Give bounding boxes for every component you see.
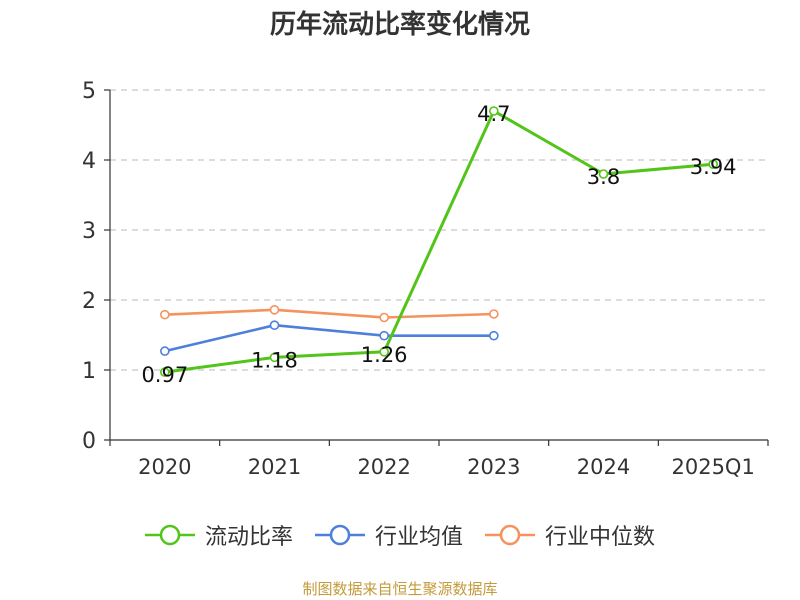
data-label: 3.8 (587, 165, 620, 189)
data-point (160, 309, 170, 320)
y-tick-label: 2 (82, 289, 96, 314)
data-point (489, 106, 499, 116)
legend-marker-icon (314, 524, 365, 546)
x-tick-label: 2022 (357, 455, 410, 479)
data-point (379, 312, 389, 323)
data-label: 0.97 (141, 363, 188, 387)
data-point (708, 159, 718, 169)
data-label: 1.26 (361, 343, 408, 367)
data-point (489, 309, 499, 319)
x-tick-label: 2020 (138, 455, 191, 479)
legend-label: 行业均值 (374, 525, 463, 550)
axes: 0 1 2 3 4 5 2020 2021 2022 2023 2024 2025Q1 (82, 79, 769, 479)
chart-title: 历年流动比率变化情况 (269, 10, 530, 40)
y-tick-label: 3 (82, 219, 96, 244)
data-point (269, 304, 280, 315)
y-tick-label: 1 (82, 359, 96, 384)
y-tick-label: 0 (82, 429, 96, 454)
data-label: 4.7 (477, 102, 510, 126)
series-lines (160, 106, 718, 377)
series-line (164, 323, 494, 353)
x-tick-label: 2025Q1 (671, 455, 754, 479)
legend-item[interactable]: 流动比率 (144, 519, 293, 551)
legend-item[interactable]: 行业均值 (314, 519, 463, 551)
data-label: 1.18 (251, 348, 298, 372)
data-point (160, 346, 170, 356)
data-point (379, 346, 389, 357)
data-point (379, 330, 389, 341)
series-line (164, 308, 494, 319)
data-point (598, 169, 609, 179)
legend-item[interactable]: 行业中位数 (485, 519, 655, 551)
legend: 流动比率 行业均值 行业中位数 (0, 519, 800, 551)
data-point (160, 367, 170, 377)
data-point (489, 330, 499, 341)
series-line (164, 109, 714, 374)
data-point (269, 320, 280, 331)
data-point (269, 352, 280, 363)
legend-label: 行业中位数 (545, 525, 656, 550)
y-tick-label: 4 (82, 149, 96, 174)
x-tick-label: 2023 (467, 455, 520, 479)
legend-marker-icon (485, 524, 535, 546)
x-tick-label: 2024 (577, 455, 630, 479)
data-label: 3.94 (690, 155, 737, 179)
source-note: 制图数据来自恒生聚源数据库 (302, 580, 498, 598)
legend-label: 流动比率 (204, 525, 293, 550)
legend-marker-icon (144, 524, 195, 546)
data-labels: 0.97 1.18 1.26 4.7 3.8 3.94 (141, 102, 736, 387)
x-tick-label: 2021 (248, 455, 301, 479)
y-tick-label: 5 (82, 79, 96, 104)
